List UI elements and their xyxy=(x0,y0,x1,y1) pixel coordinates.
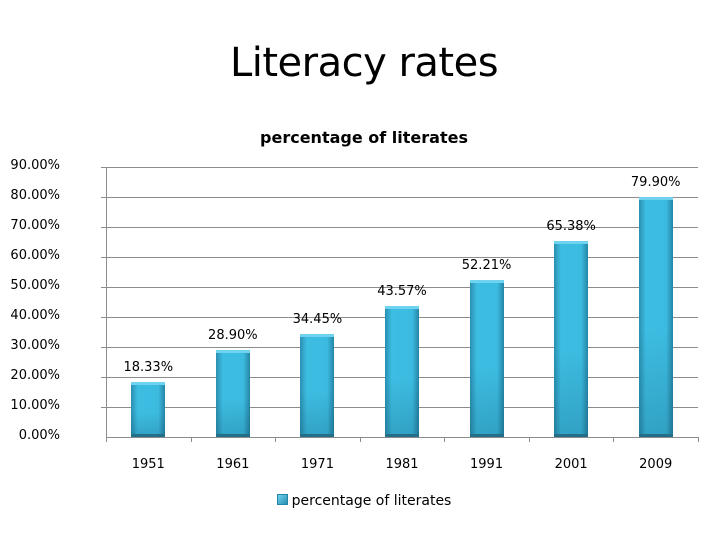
y-tick-label: 10.00% xyxy=(10,398,60,413)
x-tick-label: 1961 xyxy=(216,457,250,472)
x-tick-label: 2001 xyxy=(554,457,588,472)
y-tick-label: 90.00% xyxy=(10,158,60,173)
x-tick xyxy=(698,437,699,442)
y-tick-label: 70.00% xyxy=(10,218,60,233)
y-tick-label: 50.00% xyxy=(10,278,60,293)
bar-1951 xyxy=(131,382,166,437)
x-tick xyxy=(359,437,361,442)
x-tick-label: 1991 xyxy=(470,457,504,472)
x-tick xyxy=(275,437,277,442)
x-tick-label: 1981 xyxy=(385,457,419,472)
data-label: 34.45% xyxy=(292,311,343,327)
bar-1981 xyxy=(385,306,419,437)
bar-1991 xyxy=(469,280,504,437)
data-label: 18.33% xyxy=(123,360,174,375)
x-tick-label: 1951 xyxy=(131,457,165,472)
x-tick xyxy=(444,437,446,442)
legend-swatch-icon xyxy=(276,494,288,505)
bar-1961 xyxy=(215,350,250,437)
gridline xyxy=(101,227,698,228)
x-tick xyxy=(190,437,192,442)
plot-area: 0.00% 10.00% 20.00% 30.00% 40.00% 50.00% 60.00… xyxy=(10,158,699,472)
y-tick-label: 30.00% xyxy=(10,338,60,353)
legend-label: percentage of literates xyxy=(291,493,452,509)
y-tick-label: 0.00% xyxy=(18,428,60,443)
data-label: 52.21% xyxy=(461,258,512,274)
chart-title: percentage of literates xyxy=(260,128,468,147)
bar-2009 xyxy=(638,197,673,437)
gridline xyxy=(101,257,698,258)
data-label: 65.38% xyxy=(546,218,596,234)
legend: percentage of literates xyxy=(0,493,728,509)
x-tick xyxy=(613,437,615,442)
gridline xyxy=(101,287,698,288)
x-axis xyxy=(106,437,698,438)
y-tick-label: 40.00% xyxy=(10,308,60,323)
slide-title: Literacy rates xyxy=(229,40,499,86)
y-tick-label: 60.00% xyxy=(10,248,60,263)
y-axis xyxy=(106,167,107,442)
y-tick-label: 80.00% xyxy=(10,188,60,203)
x-tick-label: 2009 xyxy=(639,457,673,472)
gridline xyxy=(101,167,698,168)
data-label: 43.57% xyxy=(377,284,427,300)
data-label: 79.90% xyxy=(630,175,681,191)
x-tick-label: 1971 xyxy=(300,457,334,472)
gridline xyxy=(101,197,698,198)
x-tick xyxy=(528,437,530,442)
bar-1971 xyxy=(300,333,335,438)
bar-2001 xyxy=(554,240,589,438)
data-label: 28.90% xyxy=(208,328,258,344)
y-tick-label: 20.00% xyxy=(10,368,60,383)
x-tick xyxy=(106,437,107,442)
